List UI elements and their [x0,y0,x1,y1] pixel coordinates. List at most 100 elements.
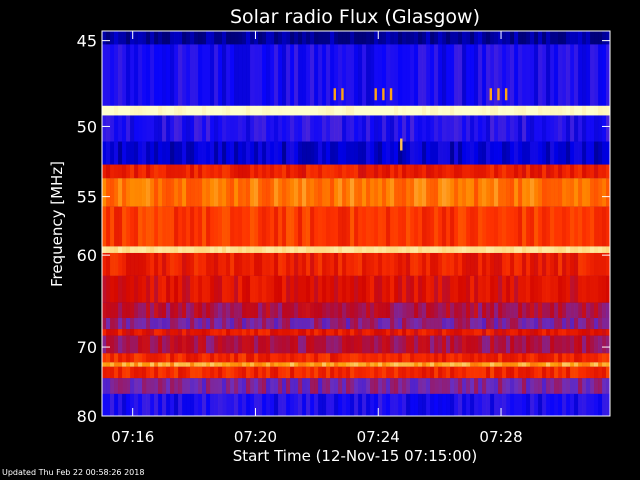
band-texture-cell [162,178,167,207]
band-texture-cell [398,252,403,276]
band-texture-cell [274,353,279,363]
band-texture-cell [578,105,583,116]
band-texture-cell [594,393,599,416]
band-texture-cell [398,329,403,336]
band-texture-cell [606,164,611,179]
band-texture-cell [210,329,215,336]
band-texture-cell [386,252,391,276]
band-texture-cell [366,302,371,319]
band-texture-cell [346,206,351,247]
burst-mark [400,138,403,151]
band-texture-cell [262,141,267,165]
band-texture-cell [218,252,223,276]
band-texture-cell [238,366,243,379]
band-texture-cell [118,318,123,330]
band-texture-cell [518,353,523,363]
band-texture-cell [154,31,159,45]
band-texture-cell [194,252,199,276]
band-texture-cell [174,362,179,367]
band-texture-cell [286,302,291,319]
band-texture-cell [114,141,119,165]
band-texture-cell [562,164,567,179]
band-texture-cell [326,246,331,253]
band-texture-cell [242,115,247,142]
band-texture-cell [342,393,347,416]
band-texture-cell [542,353,547,363]
band-texture-cell [522,115,527,142]
band-texture-cell [318,275,323,303]
band-texture-cell [222,329,227,336]
band-texture-cell [102,252,107,276]
band-texture-cell [418,393,423,416]
band-texture-cell [186,206,191,247]
band-texture-cell [470,275,475,303]
band-texture-cell [390,275,395,303]
band-texture-cell [346,318,351,330]
band-texture-cell [438,44,443,106]
band-texture-cell [134,164,139,179]
band-texture-cell [358,115,363,142]
band-texture-cell [462,252,467,276]
band-texture-cell [374,318,379,330]
band-texture-cell [486,44,491,106]
y-tick-label: 80 [77,407,97,426]
band-texture-cell [226,105,231,116]
band-texture-cell [574,302,579,319]
band-texture-cell [290,329,295,336]
band-texture-cell [226,141,231,165]
band-texture-cell [434,141,439,165]
band-texture-cell [502,393,507,416]
band-texture-cell [178,246,183,253]
band-texture-cell [126,252,131,276]
frequency-band [102,206,611,247]
band-texture-cell [602,246,607,253]
band-texture-cell [210,302,215,319]
band-texture-cell [182,178,187,207]
band-texture-cell [250,164,255,179]
band-texture-cell [582,141,587,165]
band-texture-cell [518,178,523,207]
band-texture-cell [110,31,115,45]
band-texture-cell [374,252,379,276]
band-texture-cell [426,105,431,116]
band-texture-cell [542,335,547,354]
band-texture-cell [298,275,303,303]
band-texture-cell [338,44,343,106]
band-texture-cell [410,302,415,319]
band-texture-cell [450,329,455,336]
band-texture-cell [134,31,139,45]
band-texture-cell [310,246,315,253]
band-texture-cell [470,246,475,253]
band-texture-cell [374,178,379,207]
band-texture-cell [470,329,475,336]
band-texture-cell [562,141,567,165]
band-texture-cell [254,302,259,319]
band-texture-cell [442,31,447,45]
band-texture-cell [358,378,363,394]
band-texture-cell [158,366,163,379]
band-texture-cell [430,362,435,367]
band-texture-cell [538,252,543,276]
band-texture-cell [150,378,155,394]
band-texture-cell [506,105,511,116]
band-texture-cell [330,164,335,179]
band-texture-cell [354,275,359,303]
band-texture-cell [266,335,271,354]
band-texture-cell [526,246,531,253]
band-texture-cell [274,164,279,179]
band-texture-cell [122,318,127,330]
band-texture-cell [146,178,151,207]
band-texture-cell [430,141,435,165]
band-texture-cell [530,141,535,165]
band-texture-cell [310,353,315,363]
band-texture-cell [230,141,235,165]
band-texture-cell [526,366,531,379]
band-texture-cell [470,206,475,247]
band-texture-cell [202,353,207,363]
band-texture-cell [422,378,427,394]
band-texture-cell [254,246,259,253]
band-texture-cell [574,335,579,354]
band-texture-cell [198,164,203,179]
band-texture-cell [534,393,539,416]
